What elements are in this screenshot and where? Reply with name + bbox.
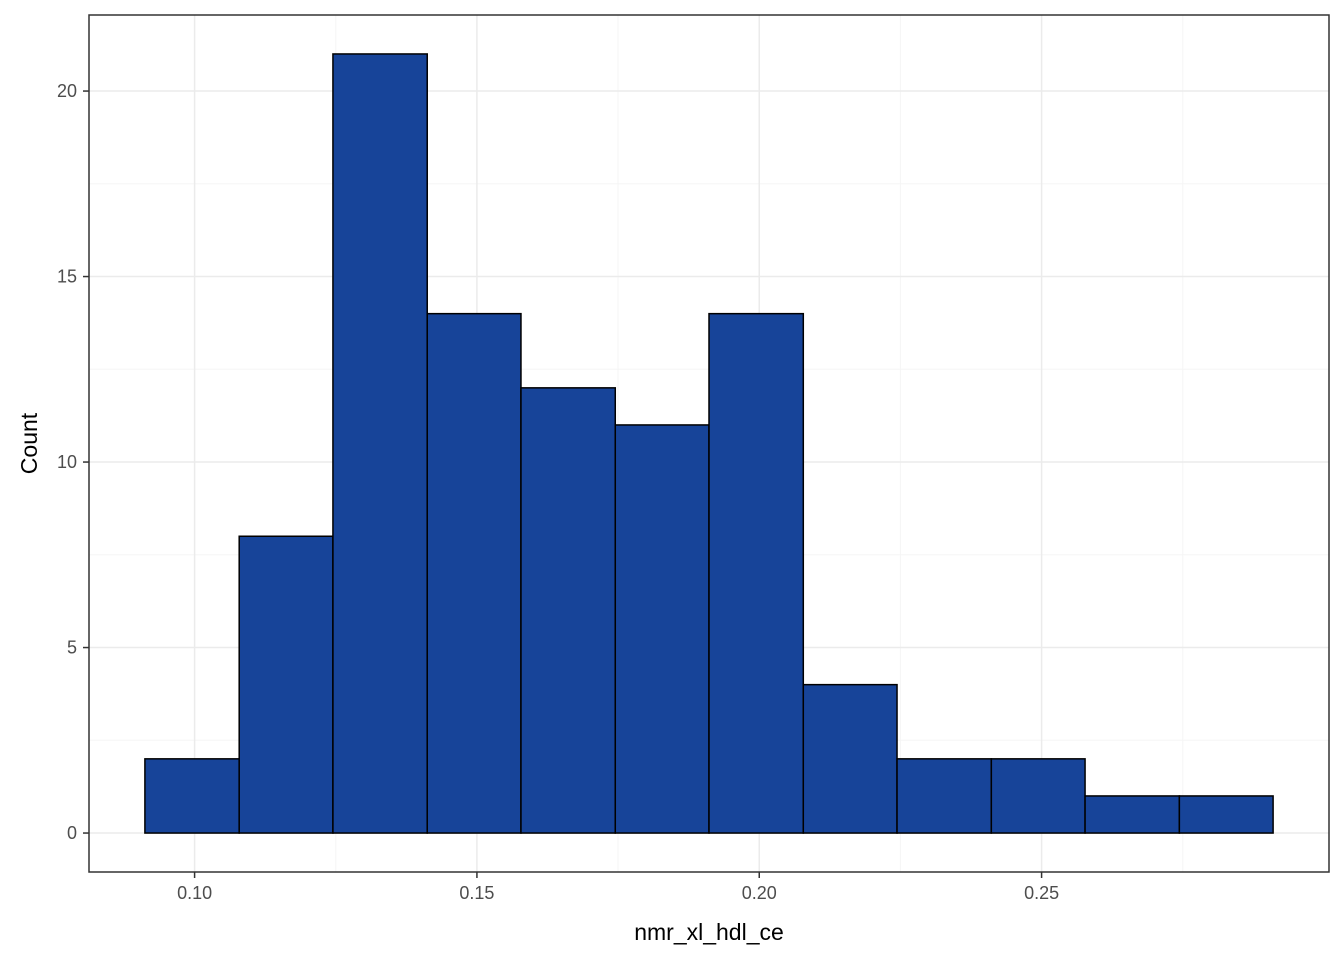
- histogram-bar-4: [520, 387, 617, 834]
- y-tick-label-2: 10: [57, 452, 77, 472]
- histogram-bar-7: [802, 683, 898, 834]
- histogram-bar-10: [1084, 795, 1181, 834]
- histogram-bar-9: [990, 758, 1086, 834]
- y-tick-label-1: 5: [67, 638, 77, 658]
- histogram-bar-2: [332, 53, 428, 834]
- histogram-bar-6: [708, 312, 805, 834]
- y-tick-label-0: 0: [67, 823, 77, 843]
- histogram-bar-0: [144, 758, 240, 834]
- y-tick-label-3: 15: [57, 267, 77, 287]
- x-tick-label-3: 0.25: [1024, 883, 1059, 903]
- histogram-bar-1: [238, 535, 334, 834]
- x-tick-label-2: 0.20: [742, 883, 777, 903]
- x-axis-ticks: 0.10 0.15 0.20 0.25: [177, 872, 1059, 903]
- histogram-bar-11: [1178, 795, 1274, 834]
- x-tick-label-0: 0.10: [177, 883, 212, 903]
- x-tick-label-1: 0.15: [459, 883, 494, 903]
- histogram-bar-8: [896, 758, 993, 834]
- x-axis-title: nmr_xl_hdl_ce: [634, 919, 784, 945]
- histogram-bars: [144, 53, 1274, 834]
- histogram-bar-3: [426, 312, 522, 834]
- histogram-bar-5: [614, 424, 710, 834]
- panel-border: [88, 14, 1330, 873]
- y-tick-label-4: 20: [57, 81, 77, 101]
- y-axis-title: Count: [16, 412, 42, 474]
- y-axis-ticks: 0 5 10 15 20: [57, 81, 89, 843]
